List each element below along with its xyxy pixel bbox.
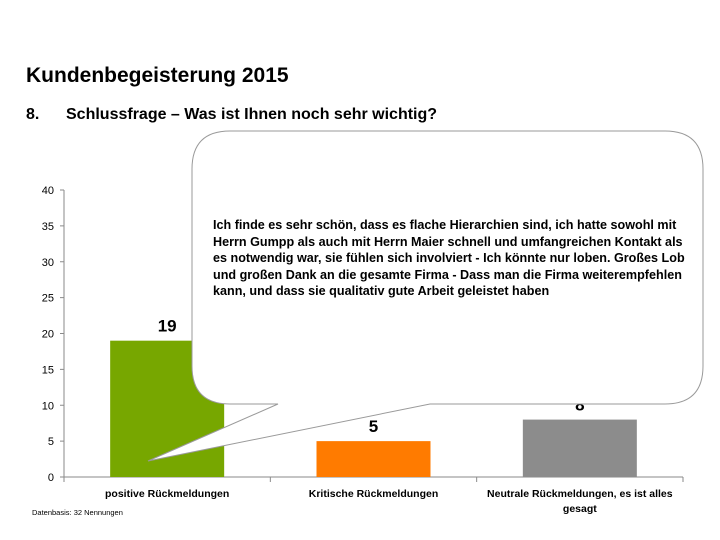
y-tick-label: 35 — [42, 221, 54, 233]
y-tick-label: 15 — [42, 364, 54, 376]
question-text: Schlussfrage – Was ist Ihnen noch sehr w… — [66, 106, 438, 123]
bar — [522, 419, 637, 477]
bar — [316, 441, 431, 477]
y-tick-label: 0 — [48, 472, 54, 484]
category-label-line: gesagt — [563, 503, 597, 515]
y-tick-label: 20 — [42, 329, 54, 341]
category-label: positive Rückmeldungen — [105, 488, 229, 500]
data-label: 19 — [158, 317, 177, 336]
chart-labels: 19 positive Rückmeldungen 5 Kritische Rückm… — [105, 317, 673, 515]
category-label: Neutrale Rückmeldungen, es ist alles gesa… — [487, 488, 673, 515]
category-label: Kritische Rückmeldungen — [309, 488, 439, 500]
data-label: 8 — [575, 396, 584, 415]
callout-text: Ich finde es sehr schön, dass es flache … — [213, 218, 685, 298]
category-label-line: Neutrale Rückmeldungen, es ist alles — [487, 488, 673, 500]
category-label-line: positive Rückmeldungen — [105, 488, 229, 500]
page-title: Kundenbegeisterung 2015 — [26, 64, 289, 87]
chart-bars — [110, 340, 637, 477]
question-heading: 8. Schlussfrage – Was ist Ihnen noch sehr… — [26, 106, 437, 124]
y-tick-label: 5 — [48, 436, 54, 448]
y-tick-label: 30 — [42, 257, 54, 269]
y-tick-label: 40 — [42, 185, 54, 197]
question-number: 8. — [26, 106, 40, 123]
footnote: Datenbasis: 32 Nennungen — [32, 508, 123, 517]
callout-shape — [147, 130, 704, 462]
callout-bubble — [147, 130, 704, 462]
category-label-line: Kritische Rückmeldungen — [309, 488, 439, 500]
data-label: 5 — [369, 417, 378, 436]
y-tick-label: 10 — [42, 400, 54, 412]
y-tick-label: 25 — [42, 293, 54, 305]
